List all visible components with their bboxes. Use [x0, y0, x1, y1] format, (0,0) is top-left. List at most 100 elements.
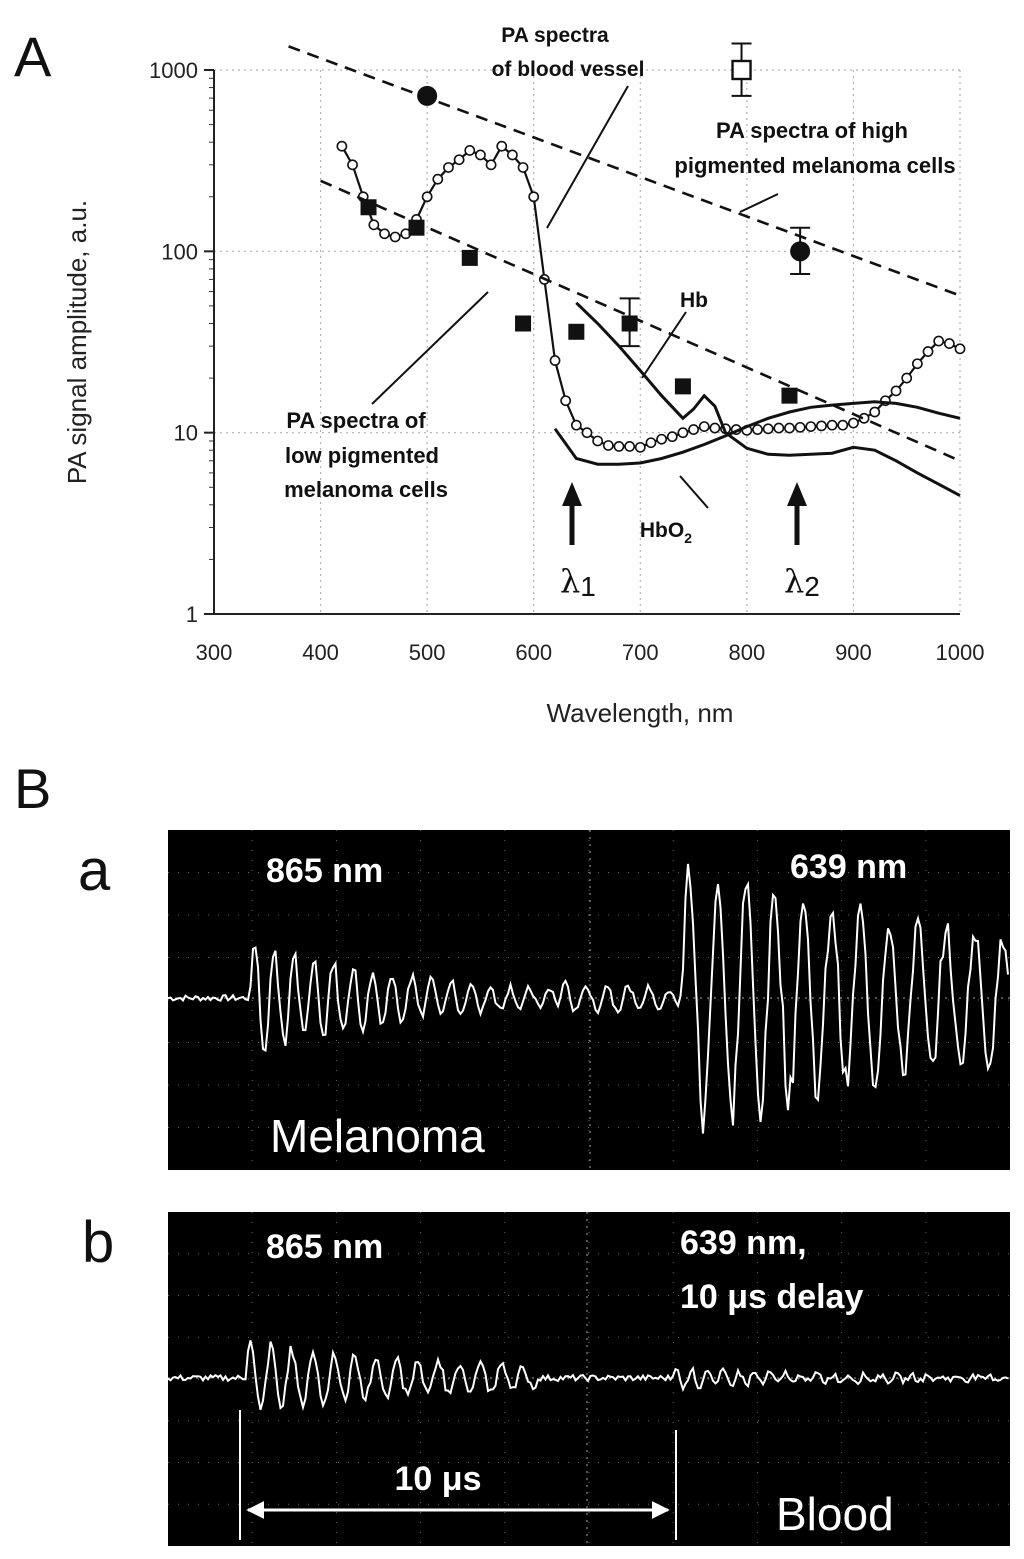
- x-tick-label: 700: [622, 640, 659, 665]
- point-low-pigmented: [461, 249, 478, 266]
- blood-vessel-point: [549, 355, 561, 366]
- blood-vessel-point: [943, 338, 955, 349]
- blood-vessel-point: [922, 346, 934, 357]
- annotation-high-pigmented-line1: PA spectra of high: [716, 118, 908, 143]
- blood-vessel-point: [752, 424, 763, 435]
- blood-vessel-point: [464, 145, 476, 156]
- osc-b-right-label-line1: 639 nm,: [680, 1224, 807, 1262]
- blood-vessel-point: [848, 417, 859, 429]
- blood-vessel-point: [698, 421, 710, 433]
- blood-vessel-point: [666, 431, 678, 443]
- x-axis-title: Wavelength, nm: [547, 698, 734, 728]
- oscillogram-melanoma: 865 nm 639 nm Melanoma: [167, 830, 1010, 1170]
- blood-vessel-point: [688, 424, 699, 435]
- blood-vessel-point: [773, 422, 785, 434]
- annotation-low-pigmented-line2: low pigmented: [285, 443, 439, 468]
- annotation-hbo2: HbO2: [640, 519, 692, 546]
- blood-vessel-point: [890, 385, 902, 397]
- blood-vessel-point: [496, 140, 508, 152]
- blood-vessel-point: [911, 358, 923, 370]
- series-hbo2-line: [553, 400, 961, 466]
- blood-vessel-point: [453, 154, 465, 166]
- lambda1-label: λ1: [560, 562, 596, 602]
- blood-vessel-point: [869, 406, 881, 418]
- blood-vessel-point: [507, 149, 518, 161]
- chart-axes: [204, 69, 960, 615]
- blood-vessel-point: [421, 191, 433, 203]
- panel-label-b-lower: b: [82, 1210, 114, 1275]
- osc-b-left-label: 865 nm: [266, 1228, 383, 1266]
- oscillogram-melanoma-trace: [167, 863, 1009, 1134]
- blood-vessel-point: [784, 422, 795, 434]
- x-tick-label: 600: [515, 640, 552, 665]
- leader-hbo2: [679, 475, 709, 509]
- leader-hb: [641, 311, 687, 379]
- blood-vessel-point: [805, 421, 817, 433]
- x-tick-label: 300: [196, 640, 233, 665]
- blood-vessel-point: [560, 395, 572, 407]
- panel-label-a-upper: A: [14, 25, 52, 88]
- x-tick-label: 400: [302, 640, 339, 665]
- blood-vessel-point: [485, 159, 497, 171]
- blood-vessel-point: [645, 437, 657, 449]
- blood-vessel-point: [816, 420, 827, 432]
- annotation-low-pigmented-line3: melanoma cells: [284, 477, 448, 502]
- blood-vessel-point: [389, 231, 401, 243]
- point-high-pigmented: [417, 85, 438, 106]
- blood-vessel-point: [592, 435, 604, 447]
- lambda2-arrow-head: [787, 482, 807, 506]
- lambda2-marker: λ2: [784, 482, 820, 602]
- annotation-blood-vessel-line2: of blood vessel: [492, 58, 645, 81]
- blood-vessel-point: [475, 149, 486, 161]
- annotation-hb: Hb: [680, 289, 708, 312]
- x-tick-label: 1000: [936, 640, 985, 665]
- blood-vessel-point: [347, 159, 358, 171]
- point-open-square: [731, 59, 752, 81]
- fit-line-low-pigmented: [320, 179, 961, 462]
- blood-vessel-point: [954, 343, 966, 355]
- panel-label-b-upper: B: [14, 757, 51, 820]
- y-tick-label: 1: [186, 602, 198, 627]
- panel-label-a-lower: a: [78, 838, 111, 903]
- blood-vessel-point: [517, 162, 529, 173]
- osc-b-bottom-label: Blood: [776, 1488, 894, 1540]
- point-low-pigmented: [360, 199, 377, 216]
- annotation-blood-vessel-line1: PA spectra: [501, 24, 609, 47]
- blood-vessel-point: [528, 191, 540, 203]
- osc-a-left-label: 865 nm: [266, 852, 383, 890]
- leader-low-pigmented: [371, 291, 489, 405]
- y-tick-label: 100: [161, 239, 198, 264]
- lambda1-marker: λ1: [560, 482, 596, 602]
- point-low-pigmented: [781, 387, 798, 404]
- blood-vessel-point: [613, 440, 625, 452]
- blood-vessel-point: [379, 228, 390, 240]
- chart-ticks: 300 400 500 600 700 800 900 1000 1 10 100 1000: [149, 58, 984, 665]
- blood-vessel-point: [826, 419, 838, 431]
- annotation-low-pigmented-line1: PA spectra of: [286, 408, 426, 433]
- blood-vessel-point: [656, 433, 667, 445]
- blood-vessel-point: [443, 162, 454, 173]
- blood-vessel-point: [837, 419, 849, 431]
- y-tick-label: 1000: [149, 58, 198, 83]
- point-low-pigmented: [515, 315, 532, 332]
- point-low-pigmented: [408, 219, 425, 236]
- y-tick-label: 10: [174, 421, 198, 446]
- leader-high-pigmented: [739, 193, 779, 213]
- blood-vessel-point: [336, 140, 348, 152]
- annotation-high-pigmented-line2: pigmented melanoma cells: [674, 153, 955, 178]
- osc-b-right-label-line2: 10 μs delay: [680, 1278, 863, 1316]
- x-tick-label: 900: [835, 640, 872, 665]
- point-low-pigmented: [621, 315, 638, 332]
- blood-vessel-point: [933, 335, 945, 347]
- blood-vessel-point: [368, 219, 380, 231]
- x-tick-label: 500: [409, 640, 446, 665]
- oscillogram-blood-trace: [167, 1340, 1009, 1412]
- x-tick-label: 800: [728, 640, 765, 665]
- blood-vessel-point: [581, 427, 593, 439]
- spectrum-chart: 300 400 500 600 700 800 900 1000 1 10 100 1000 Wave…: [62, 24, 984, 728]
- blood-vessel-point: [709, 422, 721, 434]
- blood-vessel-point: [677, 427, 689, 439]
- blood-vessel-point: [794, 421, 806, 433]
- chart-series: [288, 42, 966, 497]
- blood-vessel-point: [432, 173, 444, 185]
